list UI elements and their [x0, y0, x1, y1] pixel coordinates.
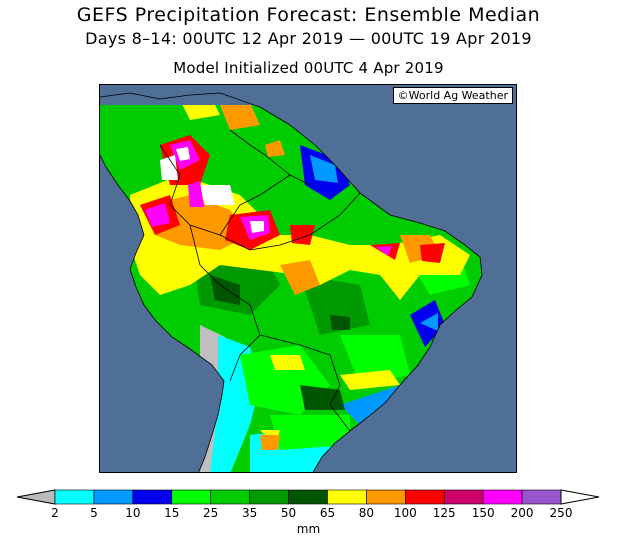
copyright-label: ©World Ag Weather	[392, 87, 513, 104]
colorbar-tick-label: 25	[203, 506, 219, 520]
colorbar-tick-label: 80	[358, 506, 375, 520]
precipitation-map: ©World Ag Weather	[99, 84, 517, 473]
colorbar-swatch	[288, 489, 328, 505]
colorbar-low-arrow	[16, 489, 56, 505]
colorbar-swatch	[210, 489, 250, 505]
colorbar-swatch	[366, 489, 406, 505]
colorbar-tick-label: 10	[125, 506, 141, 520]
colorbar-tick-label: 50	[280, 506, 297, 520]
colorbar-tick-label: 2	[51, 506, 59, 520]
colorbar-swatch	[521, 489, 562, 505]
colorbar-swatch	[327, 489, 367, 505]
colorbar-swatch	[171, 489, 211, 505]
colorbar-tick-label: 125	[432, 506, 456, 520]
model-init-line: Model Initialized 00UTC 4 Apr 2019	[173, 59, 444, 77]
colorbar-tick-label: 200	[510, 506, 534, 520]
map-title: GEFS Precipitation Forecast: Ensemble Me…	[76, 4, 541, 26]
colorbar-high-arrow	[560, 489, 600, 505]
colorbar-unit: mm	[296, 522, 321, 536]
colorbar-tick-label: 65	[319, 506, 336, 520]
colorbar-swatch	[132, 489, 173, 505]
map-canvas	[100, 85, 516, 472]
colorbar-swatch	[249, 489, 289, 505]
colorbar-tick-label: 5	[90, 506, 98, 520]
colorbar-swatch	[482, 489, 523, 505]
country-borders	[100, 92, 483, 472]
colorbar-swatch	[93, 489, 134, 505]
colorbar-swatch	[443, 489, 484, 505]
colorbar-tick-label: 15	[164, 506, 180, 520]
colorbar-tick-label: 250	[549, 506, 573, 520]
colorbar-tick-label: 100	[393, 506, 417, 520]
forecast-period: Days 8–14: 00UTC 12 Apr 2019 — 00UTC 19 …	[85, 29, 532, 48]
colorbar-swatch	[54, 489, 95, 505]
colorbar	[16, 489, 600, 505]
colorbar-tick-label: 150	[471, 506, 495, 520]
colorbar-swatch	[405, 489, 445, 505]
colorbar-tick-label: 35	[241, 506, 258, 520]
